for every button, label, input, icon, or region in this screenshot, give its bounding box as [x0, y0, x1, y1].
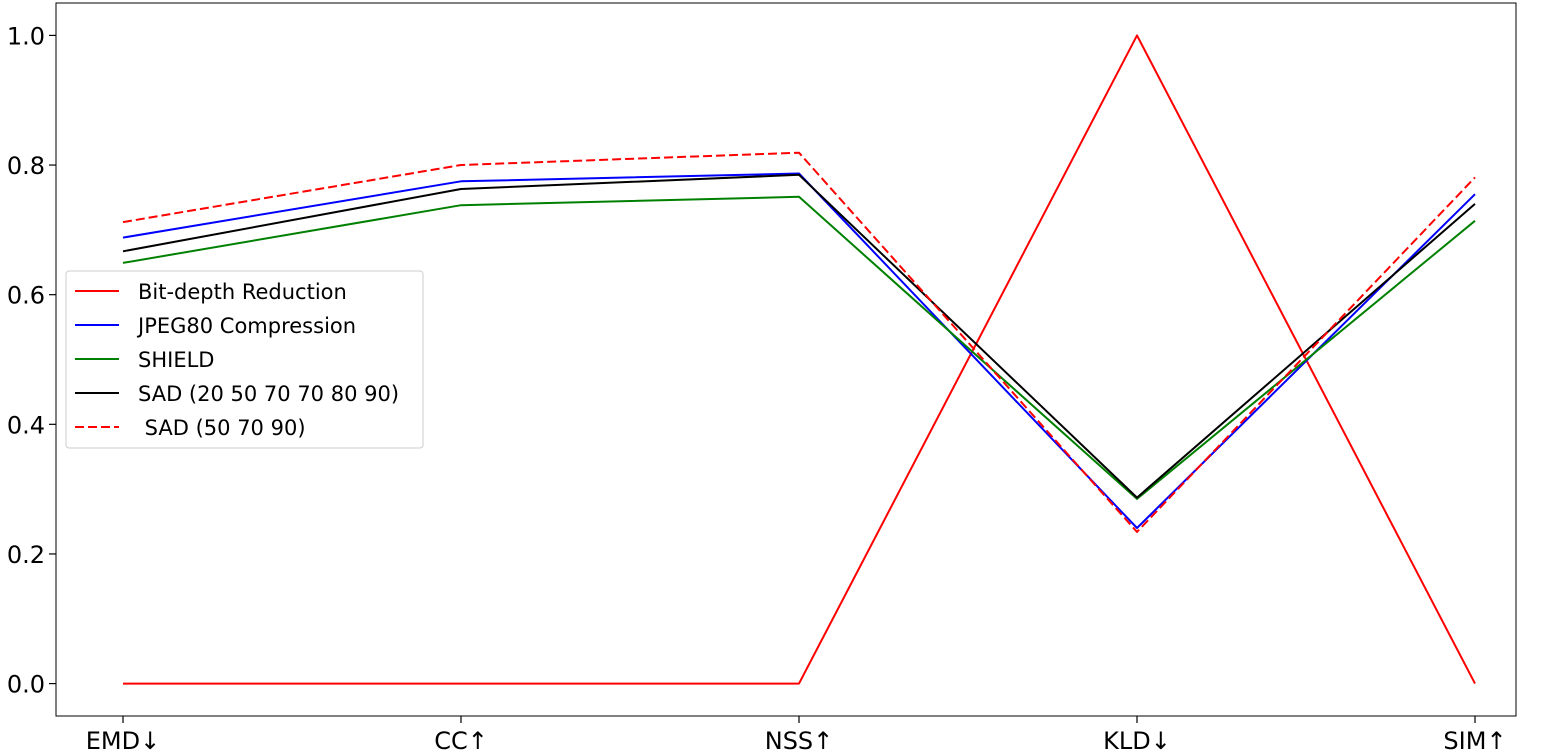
y-tick-label: 0.6: [7, 282, 45, 310]
y-tick-label: 0.0: [7, 671, 45, 699]
x-tick-label: EMD↓: [86, 727, 160, 753]
y-tick-label: 1.0: [7, 22, 45, 50]
legend-label: JPEG80 Compression: [136, 314, 356, 338]
y-axis: 0.0 0.2 0.4 0.6 0.8 1.0: [7, 22, 56, 699]
series-line-2: [122, 172, 1476, 529]
legend-label: SAD (50 70 90): [138, 416, 306, 440]
x-tick-label: SIM↑: [1443, 727, 1506, 753]
series-line-4: [122, 173, 1476, 499]
x-tick-label: KLD↓: [1103, 727, 1171, 753]
legend: Bit-depth Reduction JPEG80 Compression SHI…: [65, 270, 424, 449]
legend-label: Bit-depth Reduction: [138, 280, 347, 304]
legend-label: SHIELD: [138, 348, 214, 372]
legend-label: SAD (20 50 70 70 80 90): [138, 382, 399, 406]
x-tick-label: NSS↑: [765, 727, 834, 753]
plot-frame: [55, 2, 1517, 717]
y-tick-label: 0.2: [7, 541, 45, 569]
series-line-3: [122, 195, 1476, 500]
x-tick-label: CC↑: [434, 727, 488, 753]
series-line-5: [122, 151, 1476, 533]
y-tick-label: 0.4: [7, 411, 45, 439]
y-tick-label: 0.8: [7, 152, 45, 180]
series-layer: [122, 34, 1476, 685]
x-axis: EMD↓ CC↑ NSS↑ KLD↓ SIM↑: [86, 716, 1507, 753]
series-line-1: [123, 34, 1476, 685]
legend-box: [65, 270, 424, 449]
